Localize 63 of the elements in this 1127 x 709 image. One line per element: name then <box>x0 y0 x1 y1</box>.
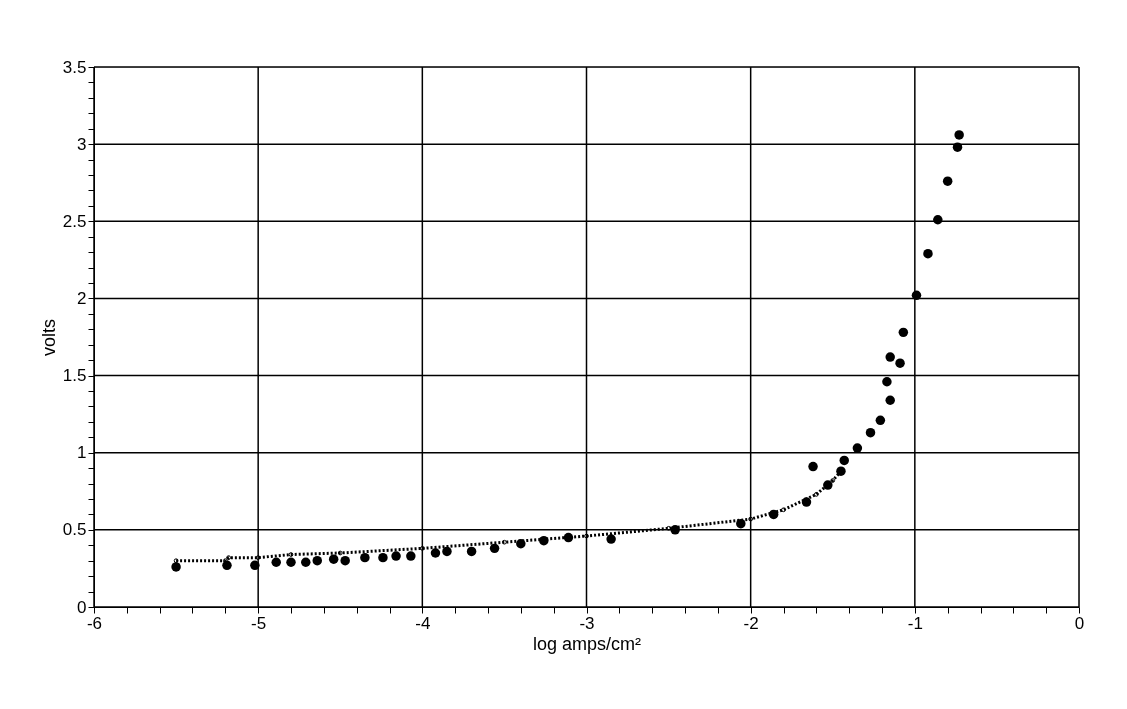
point <box>911 290 922 301</box>
y-tick-label: 1.5 <box>62 366 87 386</box>
point <box>808 461 818 472</box>
point <box>584 533 589 539</box>
point <box>466 546 477 557</box>
x-tick-label: -4 <box>415 613 431 633</box>
point <box>312 555 323 566</box>
point <box>839 455 849 466</box>
point <box>952 142 963 152</box>
point <box>288 552 294 557</box>
point <box>885 352 895 362</box>
point <box>430 548 441 558</box>
point <box>748 516 754 522</box>
point <box>875 415 886 426</box>
point <box>271 557 281 567</box>
point <box>226 555 231 560</box>
point <box>337 550 343 556</box>
point <box>830 478 836 483</box>
y-tick-label: 3 <box>77 134 87 154</box>
point <box>340 555 350 566</box>
point <box>882 377 892 387</box>
point <box>489 543 500 554</box>
x-tick-label: -6 <box>86 613 103 633</box>
point <box>442 546 452 557</box>
x-tick-label: -3 <box>579 613 595 633</box>
point <box>942 176 953 186</box>
point <box>813 492 819 497</box>
x-tick-label: -2 <box>743 613 759 633</box>
x-tick-label: -5 <box>251 613 267 633</box>
point <box>933 215 943 225</box>
point <box>286 557 296 567</box>
point <box>895 358 905 368</box>
point <box>391 551 401 561</box>
point <box>173 558 179 564</box>
point <box>865 427 876 438</box>
y-axis-title: volts <box>38 318 59 357</box>
point <box>378 552 388 563</box>
point <box>222 558 228 564</box>
point <box>250 560 260 571</box>
y-tick-label: 3.5 <box>62 57 87 77</box>
point <box>171 562 181 572</box>
point <box>606 534 616 544</box>
point <box>954 130 964 140</box>
y-tick-label: 1 <box>77 443 87 463</box>
point <box>328 554 339 564</box>
point <box>360 552 370 563</box>
point <box>923 248 933 259</box>
point <box>301 557 311 567</box>
point <box>781 507 786 513</box>
point <box>255 555 261 560</box>
point <box>419 546 425 551</box>
x-tick-label: 0 <box>1074 613 1085 633</box>
y-tick-label: 0 <box>77 597 87 617</box>
point <box>898 327 909 338</box>
x-tick-label: -1 <box>907 613 923 633</box>
point <box>852 443 863 453</box>
point <box>502 539 507 545</box>
y-tick-label: 2.5 <box>62 211 87 231</box>
x-axis-title: log amps/cm² <box>532 633 642 654</box>
point <box>885 395 895 405</box>
y-tick-label: 0.5 <box>62 520 87 540</box>
y-tick-label: 2 <box>77 288 87 308</box>
point <box>406 551 416 561</box>
